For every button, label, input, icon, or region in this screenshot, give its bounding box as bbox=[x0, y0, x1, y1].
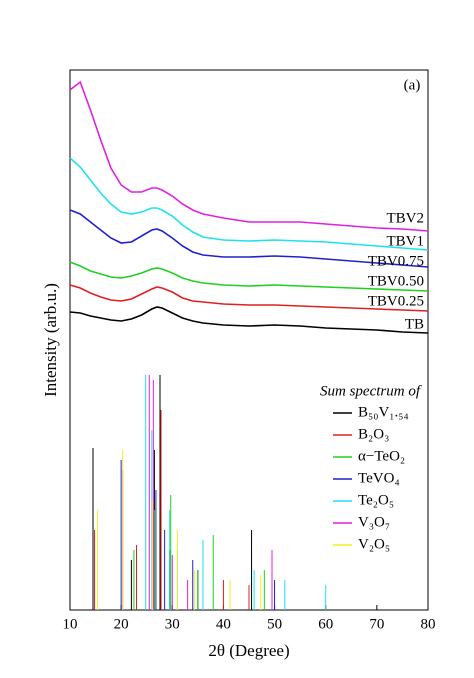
curve bbox=[69, 306, 429, 334]
x-tick-label: 80 bbox=[421, 616, 436, 632]
x-tick-label: 70 bbox=[369, 616, 384, 632]
curve-label: TB bbox=[405, 316, 424, 332]
x-tick-label: 60 bbox=[318, 616, 333, 632]
curve-label: TBV0.25 bbox=[368, 293, 424, 309]
x-tick-label: 10 bbox=[63, 616, 78, 632]
curve-label: TBV2 bbox=[387, 210, 425, 226]
curve bbox=[69, 284, 429, 312]
curve-label: TBV0.75 bbox=[368, 253, 424, 269]
legend-label: TeVO₄ bbox=[358, 470, 400, 486]
curve-label: TBV1 bbox=[387, 233, 425, 249]
curve-label: TBV0.50 bbox=[368, 273, 424, 289]
x-axis-label: 2θ (Degree) bbox=[208, 641, 289, 660]
legend-label: α−TeO₂ bbox=[358, 448, 405, 464]
x-tick-label: 50 bbox=[267, 616, 282, 632]
curve bbox=[69, 209, 429, 268]
x-tick-label: 40 bbox=[216, 616, 231, 632]
legend-label: V₃O₇ bbox=[358, 514, 390, 530]
curve bbox=[69, 80, 429, 232]
curve bbox=[69, 261, 429, 292]
panel-label: (a) bbox=[404, 77, 421, 93]
curve bbox=[69, 157, 429, 251]
x-tick-label: 30 bbox=[165, 616, 180, 632]
legend-label: B₅₀V₁.₅₄ bbox=[358, 404, 409, 420]
legend-title: Sum spectrum of bbox=[320, 383, 422, 399]
legend-label: Te₂O₅ bbox=[358, 492, 394, 508]
legend-label: V₂O₅ bbox=[358, 536, 390, 552]
x-tick-label: 20 bbox=[114, 616, 129, 632]
y-axis-label: Intensity (arb.u.) bbox=[41, 283, 60, 397]
legend-label: B₂O₃ bbox=[358, 426, 389, 442]
